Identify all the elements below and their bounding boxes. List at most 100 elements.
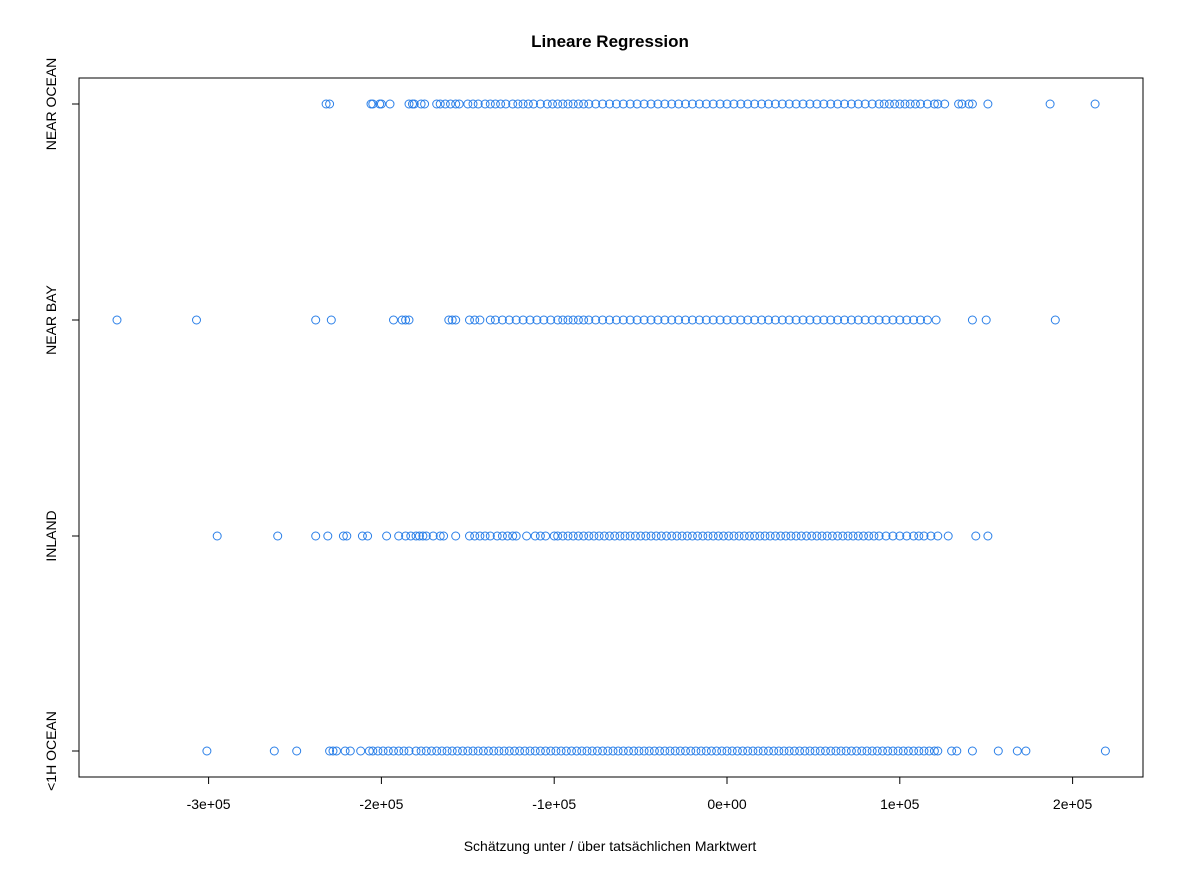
y-tick-label: <1H OCEAN bbox=[43, 711, 59, 791]
data-point bbox=[630, 531, 640, 541]
data-point bbox=[954, 99, 964, 109]
data-point bbox=[325, 99, 335, 109]
data-point bbox=[568, 99, 578, 109]
data-point bbox=[568, 531, 578, 541]
data-point bbox=[774, 746, 784, 756]
data-point bbox=[446, 99, 455, 109]
data-point bbox=[922, 99, 932, 109]
data-point bbox=[777, 99, 787, 109]
y-axis: <1H OCEAN INLAND NEAR BAY NEAR OCEAN bbox=[43, 58, 79, 791]
data-point bbox=[878, 746, 887, 756]
data-point bbox=[530, 746, 540, 756]
data-point bbox=[411, 746, 421, 756]
data-point bbox=[853, 531, 863, 541]
data-point bbox=[826, 99, 836, 109]
data-point bbox=[805, 99, 815, 109]
data-point bbox=[693, 531, 703, 541]
data-point bbox=[465, 531, 474, 541]
data-point bbox=[420, 99, 430, 109]
data-point bbox=[895, 99, 905, 109]
data-point bbox=[853, 99, 863, 109]
data-point bbox=[518, 315, 528, 325]
data-point bbox=[452, 746, 462, 756]
data-point bbox=[363, 531, 373, 541]
data-point bbox=[708, 99, 718, 109]
data-point bbox=[573, 531, 583, 541]
data-point bbox=[535, 531, 545, 541]
data-point bbox=[881, 531, 891, 541]
data-point bbox=[591, 99, 601, 109]
data-point bbox=[356, 746, 366, 756]
data-point bbox=[916, 315, 925, 325]
data-point bbox=[421, 746, 431, 756]
data-point bbox=[687, 315, 697, 325]
data-point bbox=[577, 746, 587, 756]
data-point bbox=[599, 531, 609, 541]
data-point bbox=[895, 531, 905, 541]
data-point bbox=[535, 99, 545, 109]
data-point bbox=[421, 531, 431, 541]
data-point bbox=[902, 531, 912, 541]
data-point bbox=[501, 99, 511, 109]
data-point bbox=[662, 531, 671, 541]
data-point bbox=[734, 531, 744, 541]
data-point bbox=[713, 531, 723, 541]
data-point bbox=[952, 746, 962, 756]
data-point bbox=[826, 746, 836, 756]
data-point bbox=[777, 315, 787, 325]
data-point bbox=[781, 531, 791, 541]
data-point bbox=[442, 746, 452, 756]
data-point bbox=[639, 315, 649, 325]
data-point bbox=[542, 99, 552, 109]
data-point bbox=[656, 531, 666, 541]
data-point bbox=[625, 315, 635, 325]
data-point bbox=[520, 746, 530, 756]
data-point bbox=[451, 531, 461, 541]
data-point bbox=[895, 315, 905, 325]
data-point bbox=[553, 531, 563, 541]
data-point bbox=[732, 746, 742, 756]
data-point bbox=[1021, 746, 1031, 756]
data-point bbox=[568, 315, 578, 325]
data-point bbox=[511, 315, 521, 325]
data-point bbox=[610, 531, 620, 541]
data-point bbox=[522, 531, 532, 541]
data-point bbox=[584, 531, 594, 541]
data-point bbox=[397, 315, 407, 325]
data-point bbox=[924, 746, 934, 756]
data-point bbox=[409, 99, 419, 109]
data-point bbox=[273, 531, 283, 541]
data-point bbox=[525, 746, 535, 756]
data-point bbox=[743, 746, 753, 756]
data-point bbox=[983, 99, 993, 109]
data-point bbox=[484, 746, 493, 756]
data-point bbox=[563, 99, 573, 109]
data-point bbox=[485, 531, 495, 541]
data-point bbox=[589, 531, 599, 541]
data-point bbox=[382, 531, 392, 541]
data-point bbox=[722, 746, 732, 756]
data-point bbox=[470, 531, 480, 541]
data-point bbox=[1012, 746, 1022, 756]
data-point bbox=[931, 315, 941, 325]
data-point bbox=[919, 746, 929, 756]
data-point bbox=[490, 315, 500, 325]
plot-frame bbox=[78, 77, 1144, 778]
data-point bbox=[611, 315, 621, 325]
data-point bbox=[784, 746, 794, 756]
data-point bbox=[672, 531, 682, 541]
data-point bbox=[404, 315, 414, 325]
data-point bbox=[701, 315, 711, 325]
data-point bbox=[592, 746, 602, 756]
data-point bbox=[653, 315, 663, 325]
data-point bbox=[900, 99, 910, 109]
data-point bbox=[739, 531, 749, 541]
data-point bbox=[770, 315, 780, 325]
data-point bbox=[558, 315, 568, 325]
data-point bbox=[701, 746, 711, 756]
data-point bbox=[971, 531, 981, 541]
data-point bbox=[518, 99, 528, 109]
data-point bbox=[933, 746, 943, 756]
data-point bbox=[579, 315, 589, 325]
data-point bbox=[416, 746, 426, 756]
